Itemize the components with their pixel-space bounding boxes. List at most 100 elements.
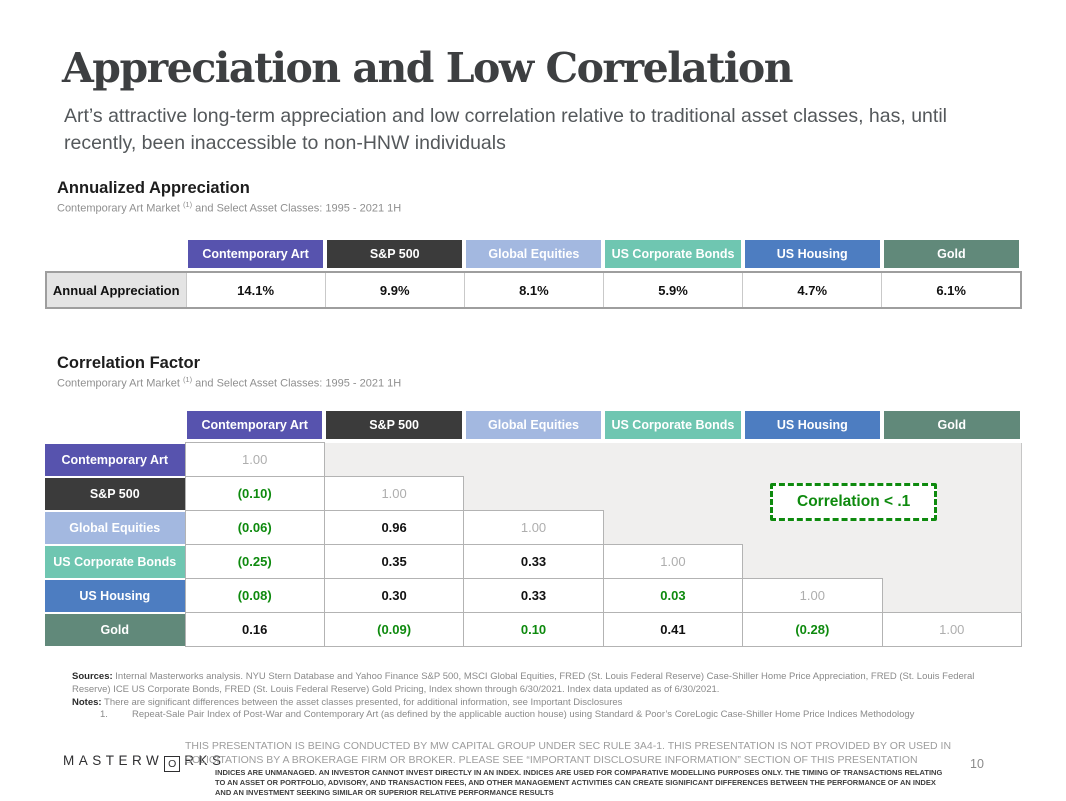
correlation-subheading: Contemporary Art Market (1) and Select A… — [57, 375, 401, 390]
matrix-row-gold: Gold 0.16 (0.09) 0.10 0.41 (0.28) 1.00 — [45, 612, 1023, 647]
matrix-cell-us-corporate-bonds-gold — [882, 544, 1023, 579]
appreciation-table: Contemporary Art S&P 500 Global Equities US… — [45, 240, 1023, 309]
appreciation-value-global-equities: 8.1% — [463, 271, 604, 309]
sources-line: Sources: Internal Masterworks analysis. … — [72, 671, 997, 697]
column-header-gold: Gold — [882, 411, 1021, 439]
correlation-subheading-suffix: and Select Asset Classes: 1995 - 2021 1H — [192, 377, 402, 390]
matrix-cell-s-p-500-global-equities — [463, 476, 604, 511]
matrix-cell-contemporary-art-us-corporate-bonds — [603, 442, 743, 477]
matrix-cell-contemporary-art-us-housing — [742, 442, 883, 477]
matrix-cell-gold-us-housing: (0.28) — [742, 612, 883, 647]
column-header-global-equities: Global Equities — [464, 411, 603, 439]
matrix-cell-gold-global-equities: 0.10 — [463, 612, 604, 647]
matrix-cell-us-housing-us-corporate-bonds: 0.03 — [602, 578, 744, 613]
matrix-cell-s-p-500-us-corporate-bonds — [603, 476, 743, 511]
column-header-s-p-500: S&P 500 — [324, 411, 463, 439]
appreciation-subheading-prefix: Contemporary Art Market — [57, 202, 183, 215]
disclaimer-secondary: INDICES ARE UNMANAGED. AN INVESTOR CANNO… — [215, 768, 943, 798]
page-number: 10 — [970, 757, 984, 771]
matrix-cell-us-housing-s-p-500: 0.30 — [323, 578, 465, 613]
notes-line: Notes: There are significant differences… — [72, 697, 997, 710]
appreciation-subheading: Contemporary Art Market (1) and Select A… — [57, 200, 401, 215]
correlation-footnote-marker: (1) — [182, 375, 193, 384]
matrix-cell-s-p-500-s-p-500: 1.00 — [323, 476, 465, 511]
column-header-us-housing: US Housing — [743, 240, 882, 268]
row-header-us-housing: US Housing — [45, 578, 185, 613]
sources-label: Sources: — [72, 671, 113, 682]
appreciation-data-row: Annual Appreciation 14.1% 9.9% 8.1% 5.9% 4.7… — [45, 271, 1023, 309]
matrix-cell-gold-s-p-500: (0.09) — [323, 612, 465, 647]
matrix-row-us-corporate-bonds: US Corporate Bonds (0.25) 0.35 0.33 1.00 — [45, 544, 1023, 579]
row-header-gold: Gold — [45, 612, 185, 647]
slide-title: Appreciation and Low Correlation — [62, 44, 794, 92]
column-header-contemporary-art: Contemporary Art — [185, 411, 324, 439]
appreciation-value-us-corporate-bonds: 5.9% — [602, 271, 743, 309]
column-header-global-equities: Global Equities — [464, 240, 603, 268]
logo-text-left: MASTERW — [63, 753, 164, 768]
appreciation-row-label: Annual Appreciation — [45, 271, 186, 309]
slide-subtitle: Art’s attractive long-term appreciation … — [64, 105, 947, 154]
matrix-cell-global-equities-us-corporate-bonds — [603, 510, 743, 545]
correlation-header-row: Contemporary Art S&P 500 Global Equities US… — [45, 411, 1022, 439]
matrix-row-us-housing: US Housing (0.08) 0.30 0.33 0.03 1.00 — [45, 578, 1023, 613]
matrix-cell-gold-contemporary-art: 0.16 — [184, 612, 325, 647]
appreciation-heading: Annualized Appreciation — [57, 179, 250, 197]
matrix-cell-contemporary-art-s-p-500 — [324, 442, 464, 477]
matrix-cell-contemporary-art-contemporary-art: 1.00 — [184, 442, 325, 477]
footnote-1: 1. Repeat-Sale Pair Index of Post-War and… — [100, 709, 997, 722]
correlation-callout-box: Correlation < .1 — [770, 483, 938, 521]
matrix-cell-us-corporate-bonds-us-corporate-bonds: 1.00 — [602, 544, 744, 579]
appreciation-footnote-marker: (1) — [182, 200, 193, 209]
notes-text: There are significant differences betwee… — [101, 696, 623, 708]
row-header-global-equities: Global Equities — [45, 510, 185, 545]
column-header-us-housing: US Housing — [743, 411, 882, 439]
appreciation-value-gold: 6.1% — [881, 271, 1023, 309]
matrix-cell-contemporary-art-gold — [882, 442, 1023, 477]
matrix-cell-global-equities-s-p-500: 0.96 — [323, 510, 465, 545]
disclaimer-primary: THIS PRESENTATION IS BEING CONDUCTED BY … — [185, 740, 952, 766]
corner-cell — [46, 240, 186, 268]
masterworks-logo: MASTERW O RKS — [63, 753, 226, 772]
matrix-cell-us-corporate-bonds-s-p-500: 0.35 — [323, 544, 465, 579]
appreciation-value-contemporary-art: 14.1% — [185, 271, 326, 309]
matrix-cell-us-corporate-bonds-global-equities: 0.33 — [463, 544, 604, 579]
matrix-cell-gold-gold: 1.00 — [881, 612, 1023, 647]
matrix-row-contemporary-art: Contemporary Art 1.00 — [45, 442, 1023, 477]
appreciation-subheading-suffix: and Select Asset Classes: 1995 - 2021 1H — [192, 202, 402, 215]
correlation-table: Contemporary Art S&P 500 Global Equities US… — [45, 411, 1023, 647]
column-header-us-corporate-bonds: US Corporate Bonds — [603, 240, 742, 268]
matrix-cell-us-housing-gold — [882, 578, 1023, 613]
column-header-contemporary-art: Contemporary Art — [186, 240, 325, 268]
appreciation-value-s-p-500: 9.9% — [324, 271, 465, 309]
matrix-cell-us-corporate-bonds-contemporary-art: (0.25) — [184, 544, 325, 579]
matrix-cell-contemporary-art-global-equities — [463, 442, 604, 477]
logo-boxed-o-icon: O — [164, 756, 181, 772]
matrix-cell-us-housing-contemporary-art: (0.08) — [184, 578, 325, 613]
matrix-cell-global-equities-global-equities: 1.00 — [463, 510, 604, 545]
column-header-s-p-500: S&P 500 — [325, 240, 464, 268]
footnote-1-text: Repeat-Sale Pair Index of Post-War and C… — [132, 709, 915, 721]
row-header-contemporary-art: Contemporary Art — [45, 442, 185, 477]
matrix-cell-us-corporate-bonds-us-housing — [742, 544, 883, 579]
footnote-1-number: 1. — [100, 709, 108, 721]
row-header-us-corporate-bonds: US Corporate Bonds — [45, 544, 185, 579]
sources-text: Internal Masterworks analysis. NYU Stern… — [72, 671, 975, 695]
appreciation-value-us-housing: 4.7% — [742, 271, 882, 309]
sources-notes-block: Sources: Internal Masterworks analysis. … — [72, 671, 997, 722]
row-header-s-p-500: S&P 500 — [45, 476, 185, 511]
corner-cell — [45, 411, 185, 439]
correlation-subheading-prefix: Contemporary Art Market — [57, 377, 183, 390]
matrix-cell-us-housing-global-equities: 0.33 — [463, 578, 604, 613]
column-header-gold: Gold — [882, 240, 1021, 268]
matrix-cell-s-p-500-contemporary-art: (0.10) — [184, 476, 325, 511]
correlation-heading: Correlation Factor — [57, 354, 201, 372]
matrix-cell-global-equities-contemporary-art: (0.06) — [184, 510, 325, 545]
matrix-cell-gold-us-corporate-bonds: 0.41 — [602, 612, 744, 647]
notes-label: Notes: — [72, 696, 102, 708]
matrix-row-global-equities: Global Equities (0.06) 0.96 1.00 — [45, 510, 1023, 545]
column-header-us-corporate-bonds: US Corporate Bonds — [603, 411, 742, 439]
matrix-cell-us-housing-us-housing: 1.00 — [742, 578, 883, 613]
appreciation-header-row: Contemporary Art S&P 500 Global Equities US… — [46, 240, 1021, 268]
logo-text-right: RKS — [184, 753, 226, 768]
